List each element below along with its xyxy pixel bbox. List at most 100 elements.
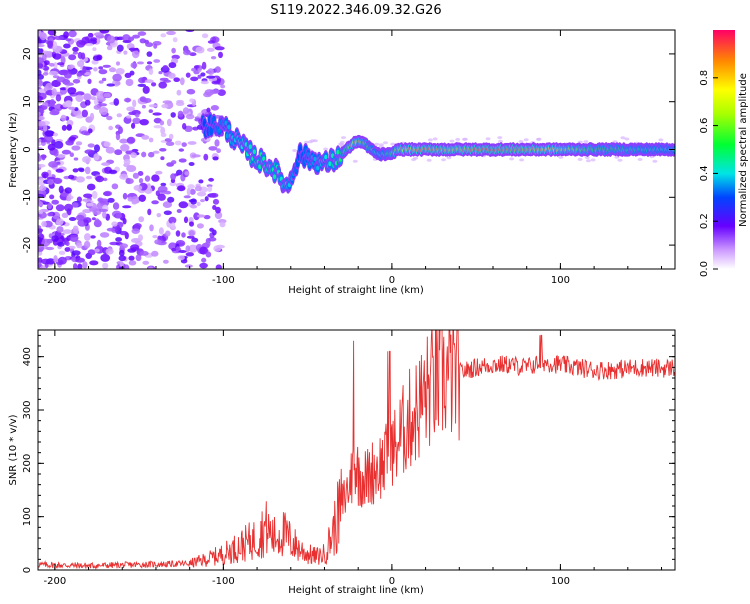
noise-speckle xyxy=(145,42,154,48)
noise-speckle xyxy=(432,137,438,141)
noise-speckle xyxy=(128,111,137,116)
noise-speckle xyxy=(65,241,70,247)
noise-speckle xyxy=(124,72,132,78)
noise-speckle xyxy=(190,76,199,82)
noise-speckle xyxy=(82,156,91,163)
noise-speckle xyxy=(185,252,194,257)
noise-speckle xyxy=(41,154,46,161)
noise-speckle xyxy=(92,47,97,51)
noise-speckle xyxy=(64,82,74,86)
noise-speckle xyxy=(191,154,201,158)
noise-speckle xyxy=(39,32,47,41)
noise-speckle xyxy=(658,138,664,142)
noise-speckle xyxy=(137,83,147,87)
noise-speckle xyxy=(160,126,166,135)
ridge-core xyxy=(324,154,328,160)
noise-speckle xyxy=(38,111,41,117)
noise-speckle xyxy=(196,214,206,218)
noise-speckle xyxy=(63,43,71,49)
noise-speckle xyxy=(390,142,396,146)
noise-speckle xyxy=(72,46,79,53)
noise-speckle xyxy=(132,34,141,39)
noise-speckle xyxy=(72,51,79,55)
noise-speckle xyxy=(124,264,130,269)
noise-speckle xyxy=(206,75,216,79)
noise-speckle xyxy=(142,260,150,265)
noise-speckle xyxy=(84,72,92,76)
noise-speckle xyxy=(163,259,169,264)
noise-speckle xyxy=(72,168,79,173)
noise-speckle xyxy=(102,210,107,219)
noise-speckle xyxy=(119,138,129,144)
ridge-core xyxy=(328,161,332,166)
ridge-core xyxy=(313,156,317,162)
noise-speckle xyxy=(38,138,43,143)
noise-speckle xyxy=(185,245,191,253)
noise-speckle xyxy=(201,61,207,70)
noise-speckle xyxy=(142,85,150,94)
noise-speckle xyxy=(152,150,160,154)
noise-speckle xyxy=(137,171,144,176)
noise-speckle xyxy=(43,60,50,66)
noise-speckle xyxy=(106,35,116,44)
noise-speckle xyxy=(68,106,76,110)
noise-speckle xyxy=(126,136,136,144)
noise-speckle xyxy=(87,128,93,134)
noise-speckle xyxy=(41,139,48,143)
noise-speckle xyxy=(214,211,223,220)
noise-speckle xyxy=(63,31,69,39)
noise-speckle xyxy=(53,132,58,137)
noise-speckle xyxy=(119,249,125,257)
noise-speckle xyxy=(122,205,132,209)
noise-speckle xyxy=(152,235,158,239)
noise-speckle xyxy=(148,266,154,269)
noise-speckle xyxy=(64,187,73,194)
noise-speckle xyxy=(201,257,207,263)
noise-speckle xyxy=(98,69,108,75)
noise-speckle xyxy=(171,160,177,165)
x-tick-label: 100 xyxy=(551,576,570,587)
noise-speckle xyxy=(151,250,159,257)
noise-speckle xyxy=(137,61,144,65)
noise-speckle xyxy=(206,47,215,52)
noise-speckle xyxy=(77,51,83,59)
noise-speckle xyxy=(169,181,177,187)
noise-speckle xyxy=(141,135,150,140)
noise-speckle xyxy=(64,71,72,79)
noise-speckle xyxy=(119,173,129,180)
noise-speckle xyxy=(168,72,176,79)
noise-speckle xyxy=(41,171,49,178)
noise-speckle xyxy=(55,154,66,158)
noise-speckle xyxy=(214,139,220,147)
noise-speckle xyxy=(128,260,137,266)
noise-speckle xyxy=(199,262,208,269)
noise-speckle xyxy=(68,245,76,250)
noise-speckle xyxy=(122,192,128,200)
noise-speckle xyxy=(60,56,66,65)
noise-speckle xyxy=(190,198,197,205)
noise-speckle xyxy=(47,40,54,48)
y-tick-label: 0 xyxy=(22,146,33,152)
noise-speckle xyxy=(374,142,380,146)
noise-speckle xyxy=(75,176,86,183)
noise-speckle xyxy=(181,232,186,238)
noise-speckle xyxy=(176,209,182,213)
noise-speckle xyxy=(162,65,169,70)
noise-speckle xyxy=(183,50,192,56)
x-tick-label: -100 xyxy=(212,275,235,286)
noise-speckle xyxy=(146,61,153,65)
noise-speckle xyxy=(72,79,81,84)
noise-speckle xyxy=(216,148,222,154)
noise-speckle xyxy=(210,105,219,111)
noise-speckle xyxy=(76,242,83,249)
x-tick-label: 100 xyxy=(551,275,570,286)
noise-speckle xyxy=(149,224,154,232)
noise-speckle xyxy=(73,109,82,117)
noise-speckle xyxy=(109,67,116,73)
noise-speckle xyxy=(183,216,189,224)
noise-speckle xyxy=(58,250,66,255)
x-tick-label: -200 xyxy=(44,576,67,587)
noise-speckle xyxy=(204,196,209,202)
noise-speckle xyxy=(68,54,77,61)
